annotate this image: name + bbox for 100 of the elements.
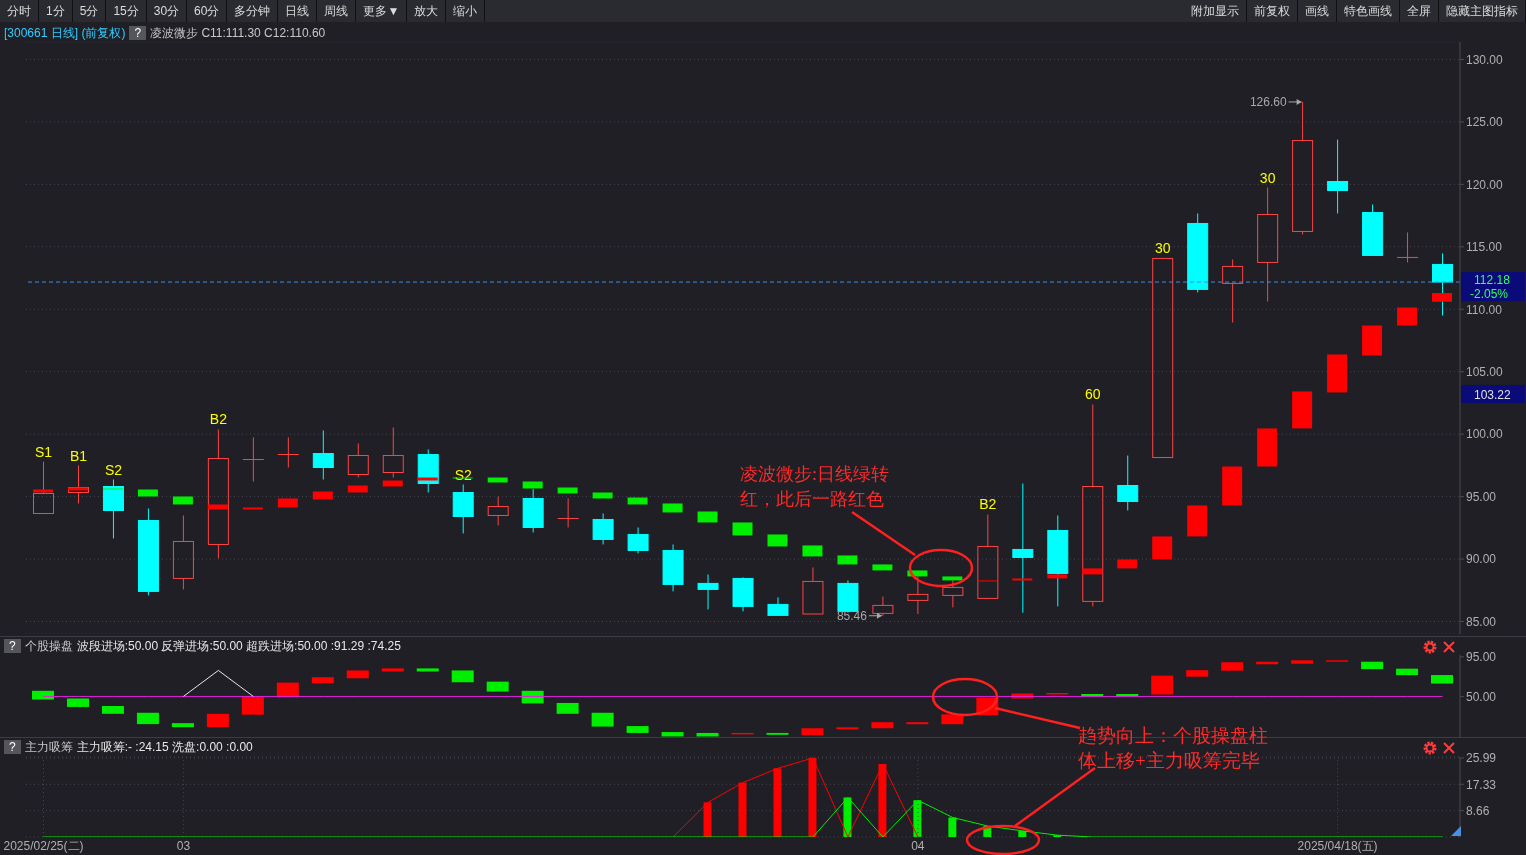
bar [32, 690, 54, 700]
y-tick-label: 100.00 [1466, 427, 1504, 442]
candlestick [697, 573, 719, 610]
bar [942, 576, 963, 581]
text: 30 [1259, 169, 1276, 186]
y-tick-label: 115.00 [1466, 240, 1503, 255]
y-tick-label: 120.00 [1466, 177, 1504, 192]
bar [1151, 675, 1174, 695]
candlestick [172, 514, 194, 590]
bar [837, 555, 858, 565]
bar [241, 696, 264, 715]
bar [1432, 293, 1453, 302]
annotation: 85.46 [836, 608, 868, 623]
bar [1327, 354, 1348, 393]
text: 多分钟 [227, 0, 279, 22]
bar [1012, 578, 1033, 581]
text: 103.22 [1474, 387, 1512, 402]
bar [697, 511, 718, 523]
candlestick [487, 495, 509, 526]
text: 画线 [1298, 0, 1337, 22]
ref-line-label: 112.18 [1474, 273, 1511, 288]
bar [1082, 568, 1103, 575]
bar [136, 712, 159, 725]
y-tick-label: 95.00 [1466, 489, 1497, 504]
text: ? [4, 740, 21, 754]
bar [592, 492, 613, 499]
candlestick [627, 526, 649, 554]
bar [1431, 675, 1454, 684]
candlestick [347, 442, 369, 479]
text: S2 [104, 461, 123, 478]
y-tick-label: 50.00 [1466, 689, 1497, 704]
bar [137, 489, 158, 497]
bar [732, 522, 753, 536]
text: -2.05% [1470, 287, 1509, 302]
bar [1047, 574, 1068, 579]
y-tick-label: 17.33 [1466, 777, 1497, 792]
candlestick [312, 429, 334, 481]
y-tick-label: 90.00 [1466, 552, 1497, 567]
bar [767, 534, 788, 547]
chart-subtitle: 主力吸筹:- :24.15 洗盘:0.00 :0.00 [76, 738, 253, 756]
text: ? [4, 639, 21, 653]
candlestick [242, 436, 265, 482]
text: 特色画线 [1337, 0, 1400, 22]
y-tick-label: 125.00 [1466, 115, 1504, 130]
bar [1257, 428, 1278, 467]
bar [416, 668, 439, 672]
bar [101, 705, 124, 714]
bar [242, 507, 263, 510]
y-tick-label: 8.66 [1466, 803, 1490, 818]
bar [486, 681, 509, 692]
bar [312, 491, 333, 500]
bar [1362, 325, 1383, 356]
bar [381, 668, 404, 672]
bar [207, 504, 228, 510]
y-tick-label: 110.00 [1466, 302, 1503, 317]
text: 15分 [106, 0, 147, 22]
bar [417, 477, 438, 481]
candlestick [942, 579, 964, 608]
bar [1361, 661, 1384, 670]
text: 更多▼ [356, 0, 408, 22]
candlestick [67, 465, 89, 504]
bar [662, 503, 683, 513]
candlestick [592, 512, 614, 545]
y-tick-label: 105.00 [1466, 364, 1504, 379]
bar [66, 698, 89, 707]
candlestick [382, 426, 404, 479]
text: B2 [979, 496, 997, 513]
bar [1397, 307, 1418, 326]
text: 60 [1084, 386, 1101, 403]
bar [1187, 505, 1208, 537]
text: ? [129, 26, 147, 40]
bar [1221, 662, 1244, 671]
candlestick [277, 436, 300, 469]
annotation: 126.60 [1249, 94, 1287, 109]
text: 5分 [72, 0, 107, 22]
text: 30 [1154, 240, 1171, 257]
bar [626, 726, 649, 733]
bar [906, 722, 929, 725]
bar [1152, 536, 1173, 560]
chart-subtitle: 凌波微步 C11:111.30 C12:110.60 [150, 24, 326, 42]
bar [556, 702, 579, 714]
text: 60分 [187, 0, 228, 22]
bar [557, 487, 578, 494]
bar [171, 723, 194, 728]
text: 分时 [0, 0, 39, 22]
text: 附加显示 [1184, 0, 1247, 22]
bar [451, 670, 474, 683]
candlestick [557, 497, 580, 528]
text: 周线 [317, 0, 357, 22]
bar [33, 489, 53, 493]
text: B2 [209, 411, 227, 428]
text: 1分 [39, 0, 73, 22]
y-tick-label: 130.00 [1466, 52, 1504, 67]
x-tick-label: 04 [911, 839, 925, 853]
y-tick-label: 85.00 [1466, 614, 1497, 629]
text: 放大 [407, 0, 447, 22]
text: 隐藏主图指标 [1439, 0, 1526, 22]
text: 缩小 [446, 0, 486, 22]
chart-title: 主力吸筹 [24, 738, 73, 756]
bar [277, 498, 298, 508]
